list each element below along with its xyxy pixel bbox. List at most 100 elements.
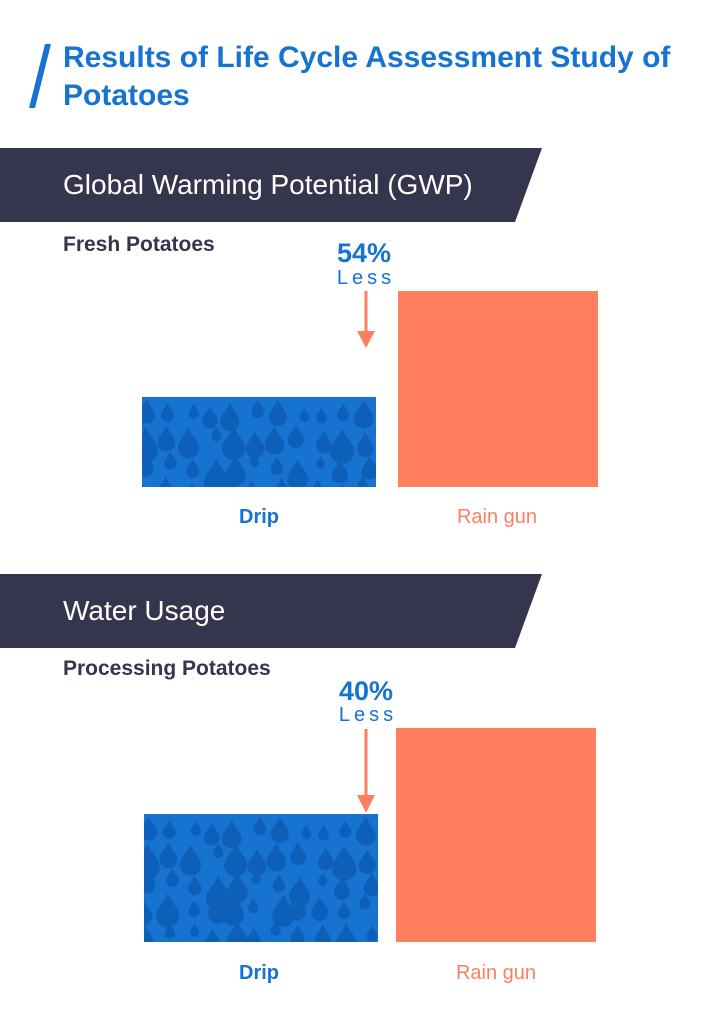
- water-drop-icon: [253, 816, 267, 836]
- water-drop-icon: [159, 476, 173, 487]
- water-drop-icon: [289, 841, 307, 866]
- chart-subtitle-fresh: Fresh Potatoes: [63, 233, 215, 256]
- difference-note-water: Less: [338, 704, 398, 726]
- water-drop-icon: [315, 407, 327, 424]
- water-drop-icon: [219, 402, 240, 432]
- water-drop-icon: [361, 455, 376, 480]
- water-drop-icon: [332, 845, 357, 881]
- down-arrow-icon: [357, 729, 375, 813]
- water-drop-icon: [264, 426, 285, 455]
- water-drop-icon: [301, 824, 312, 839]
- water-drop-icon: [314, 924, 331, 942]
- water-drop-icon: [353, 399, 374, 429]
- water-drop-icon: [190, 820, 201, 836]
- water-drop-icon: [335, 923, 358, 942]
- water-drop-icon: [247, 481, 255, 487]
- water-drop-icon: [290, 478, 301, 487]
- water-drop-icon: [359, 893, 371, 910]
- water-drop-icon: [142, 452, 154, 477]
- water-drop-icon: [164, 451, 177, 470]
- water-drop-icon: [289, 895, 307, 921]
- water-drop-icon: [337, 403, 350, 421]
- water-drop-icon: [157, 425, 176, 452]
- bar-rain-gun: [398, 291, 598, 487]
- water-drop-icon: [188, 403, 199, 419]
- water-drop-icon: [270, 816, 289, 843]
- water-drop-icon: [144, 869, 156, 894]
- water-drop-icon: [224, 843, 248, 878]
- water-drop-icon: [144, 900, 153, 925]
- water-drop-icon: [251, 870, 261, 885]
- water-drop-icon: [287, 459, 309, 487]
- water-drop-icon: [266, 843, 287, 872]
- water-drop-icon: [159, 842, 178, 869]
- water-drop-icon: [355, 816, 376, 846]
- water-drop-icon: [204, 822, 220, 846]
- water-drop-icon: [333, 876, 350, 901]
- water-drop-icon: [363, 872, 378, 897]
- water-drop-icon: [187, 875, 202, 895]
- water-drop-icon: [246, 927, 262, 942]
- water-drop-icon: [144, 843, 160, 880]
- water-drop-icon: [272, 894, 295, 927]
- water-drop-icon: [142, 426, 158, 463]
- water-drop-icon: [144, 923, 154, 942]
- water-drop-icon: [318, 872, 328, 887]
- section-banner-water: Water Usage: [0, 574, 542, 648]
- water-drop-icon: [155, 893, 180, 928]
- difference-percent-gwp: 54%: [336, 238, 392, 268]
- difference-percent-water: 40%: [338, 676, 394, 706]
- section-banner-gwp: Global Warming Potential (GWP): [0, 148, 542, 222]
- water-drop-icon: [313, 479, 323, 487]
- water-drop-icon: [210, 478, 221, 487]
- water-drop-icon: [249, 453, 259, 468]
- water-drop-icon: [221, 819, 242, 849]
- water-drop-icon: [245, 431, 265, 459]
- water-drop-icon: [315, 430, 332, 454]
- chart-subtitle-processing: Processing Potatoes: [63, 657, 271, 680]
- water-drop-icon: [222, 426, 246, 461]
- water-drop-icon: [162, 820, 176, 839]
- water-drop-icon: [221, 893, 244, 926]
- water-drop-icon: [366, 925, 378, 942]
- water-drop-icon: [179, 844, 202, 876]
- water-drop-icon: [251, 399, 265, 419]
- water-drop-icon: [248, 898, 259, 914]
- water-drop-icon: [270, 920, 281, 936]
- water-drop-icon: [144, 816, 158, 841]
- water-drop-icon: [188, 899, 200, 917]
- water-drop-icon: [164, 923, 176, 939]
- water-drop-icon: [330, 428, 355, 464]
- category-label-rain-gun: Rain gun: [455, 962, 537, 984]
- water-drop-icon: [213, 843, 224, 859]
- water-drop-icon: [270, 456, 284, 475]
- down-arrow-icon: [357, 291, 375, 348]
- water-drop-icon: [189, 482, 195, 487]
- water-drop-icon: [189, 923, 200, 937]
- water-drop-icon: [166, 868, 179, 887]
- water-drop-icon: [311, 896, 329, 921]
- water-drop-icon: [177, 427, 200, 459]
- category-label-drip: Drip: [239, 506, 279, 528]
- water-drop-icon: [289, 876, 311, 907]
- bar-drip: [142, 397, 376, 487]
- water-drop-icon: [268, 399, 287, 426]
- water-drop-icon: [316, 455, 326, 470]
- section-title-water: Water Usage: [63, 595, 226, 626]
- section-title-gwp: Global Warming Potential (GWP): [63, 169, 473, 200]
- category-label-rain-gun: Rain gun: [456, 506, 538, 528]
- water-drop-icon: [224, 476, 238, 487]
- water-drop-icon: [358, 849, 376, 874]
- title-slash-mark: [29, 44, 51, 108]
- water-drop-icon: [287, 424, 305, 449]
- water-drop-icon: [247, 848, 267, 876]
- bar-rain-gun: [396, 728, 596, 942]
- water-drop-icon: [160, 403, 174, 422]
- water-drop-icon: [227, 921, 248, 942]
- water-drop-icon: [275, 477, 288, 487]
- water-drop-icon: [205, 875, 231, 912]
- water-drop-icon: [142, 483, 144, 487]
- water-drop-icon: [337, 900, 351, 920]
- water-drop-icon: [317, 847, 334, 871]
- water-drop-icon: [317, 824, 329, 841]
